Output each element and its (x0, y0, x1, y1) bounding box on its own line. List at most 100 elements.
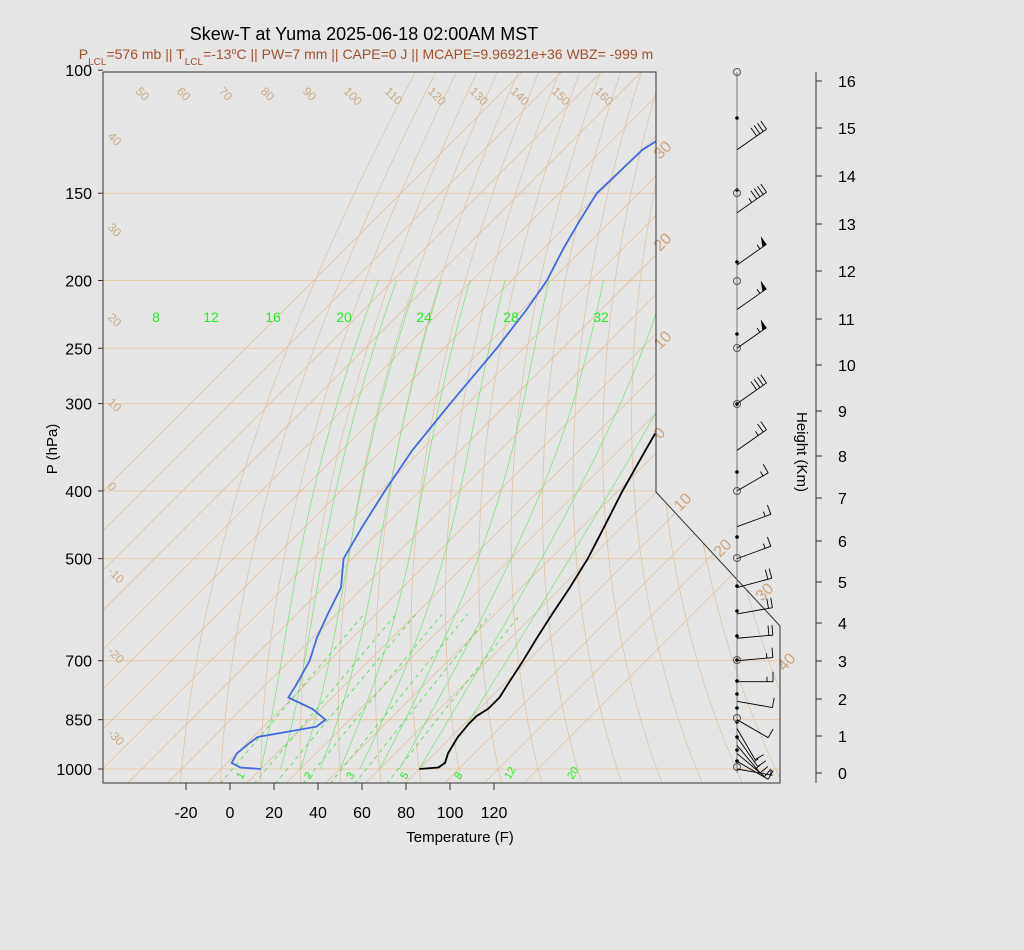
subtitle-plcl-value: =576 mb || T (106, 46, 185, 62)
wind-barb-full (757, 423, 764, 433)
height-marker-dot (735, 679, 739, 683)
wind-barb-full (754, 754, 764, 761)
wind-barb (736, 374, 767, 404)
height-tick-label: 0 (838, 766, 847, 783)
wind-barb-full (762, 464, 769, 474)
dry-adiabat-180 (838, 70, 1024, 784)
mixing-ratio-label-top: 28 (503, 309, 519, 325)
wind-barb (736, 736, 767, 767)
wind-barb-full (757, 760, 767, 767)
pressure-tick-label: 1000 (56, 762, 92, 779)
moist-adiabat-15 (359, 280, 506, 770)
wind-barb-staff (736, 607, 773, 615)
height-tick-label: 16 (838, 74, 856, 91)
chart-title: Skew-T at Yuma 2025-06-18 02:00AM MST (190, 24, 539, 44)
wind-barb-staff (736, 719, 769, 739)
wind-barb-full (767, 770, 774, 780)
wind-barb-full (770, 597, 773, 608)
moist-adiabat-10 (339, 280, 471, 770)
wind-barb-full (759, 766, 769, 774)
height-tick-label: 3 (838, 654, 847, 671)
chart-subtitle: PLCL=576 mb || TLCL=-13oC || PW=7 mm || … (79, 46, 653, 68)
wind-barb-full (764, 768, 772, 777)
wind-barb-full (767, 625, 770, 636)
wind-barb-staff (736, 243, 767, 266)
wind-barb-staff (736, 634, 773, 639)
isotherm-60 (522, 72, 780, 783)
dry-adiabat-40 (445, 72, 561, 783)
wind-barb-full (764, 569, 769, 580)
height-tick-label: 14 (838, 169, 856, 186)
wind-barb-full (766, 536, 772, 547)
temperature-tick-label: 20 (265, 805, 283, 822)
height-marker-dot (735, 470, 739, 474)
dry-adiabat-70 (542, 72, 622, 783)
height-marker-circle (733, 554, 741, 562)
moist-adiabat-25 (399, 280, 604, 770)
moist-adiabat-35 (438, 280, 726, 770)
wind-barb-full (767, 728, 774, 738)
height-marker-circle (733, 344, 741, 352)
height-tick-label: 5 (838, 575, 847, 592)
wind-barb (736, 728, 764, 761)
moist-adiabat-30 (418, 280, 667, 770)
dewpoint-profile-line (230, 72, 780, 770)
wind-barb-full (750, 127, 758, 137)
wind-barb-staff (736, 382, 767, 404)
temperature-tick-label: 40 (309, 805, 327, 822)
isotherm--20 (206, 72, 780, 783)
pressure-tick-label: 500 (65, 552, 92, 569)
axes: 100 150 200 250 300 400 500 700 850 1000 -20 0 20 40 6… (56, 63, 507, 822)
wind-barb (736, 568, 773, 588)
height-tick-label: 11 (838, 312, 855, 329)
wind-barb-half (748, 198, 753, 203)
mixing-ratio-label-bottom: 2 (302, 770, 315, 781)
wind-barb-full (757, 376, 764, 386)
height-tick-label: 6 (838, 534, 847, 551)
wind-barb (736, 319, 767, 349)
wind-barb (736, 625, 774, 639)
background-grid (103, 70, 1024, 784)
isotherm--80 (103, 72, 699, 783)
wind-barb (737, 671, 774, 683)
isotherm--100 (103, 72, 620, 783)
height-marker-dot (735, 748, 739, 752)
dry-adiabat-80 (572, 72, 643, 783)
moist-adiabat-0 (300, 280, 418, 770)
temperature-tick-label: 100 (437, 805, 464, 822)
temperature-tick-label: 80 (397, 805, 415, 822)
dry-adiabat-50 (478, 72, 581, 783)
wind-barb (736, 120, 767, 151)
wind-barb-full (766, 504, 772, 515)
wind-barb-full (757, 122, 764, 132)
dry-adiabat--20 (220, 72, 438, 783)
mixing-ratio-label-bottom: 8 (452, 770, 465, 781)
height-marker-dot (735, 692, 739, 696)
wind-barb-full (760, 120, 767, 130)
isotherm--120 (103, 72, 540, 783)
wind-barb (736, 421, 767, 451)
mixing-ratio-label-bottom: 3 (344, 770, 357, 781)
mixing-ratio-label-top: 12 (203, 309, 219, 325)
wind-barb-full (750, 190, 758, 200)
wind-barb-staff (736, 577, 772, 588)
wind-barb-staff (736, 472, 769, 492)
height-tick-label: 4 (838, 616, 847, 633)
height-marker-dot (735, 260, 739, 264)
wind-barb-full (757, 186, 764, 195)
moist-adiabat--5 (280, 280, 397, 770)
subtitle-degree-mark: o (231, 46, 236, 56)
height-marker-circle (733, 277, 741, 285)
wind-barb-staff (736, 288, 767, 310)
wind-barb-staff (736, 128, 767, 151)
isotherm--90 (103, 72, 659, 783)
wind-barb (736, 647, 774, 662)
pressure-tick-label: 850 (65, 713, 92, 730)
dry-adiabat-10 (338, 72, 499, 783)
moist-adiabat-5 (319, 280, 442, 770)
moist-adiabat-20 (379, 280, 550, 770)
wind-barb-half (756, 244, 761, 250)
temperature-tick-label: 60 (353, 805, 371, 822)
height-marker-dot (735, 332, 739, 336)
